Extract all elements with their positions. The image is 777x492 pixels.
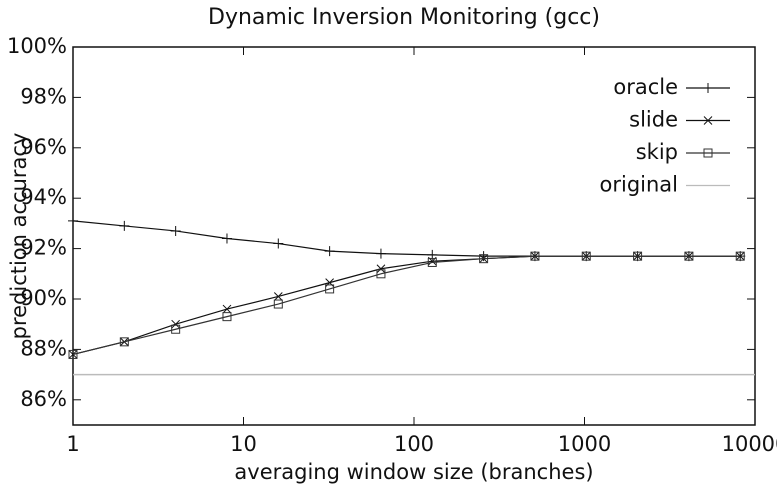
marker — [376, 269, 386, 279]
y-tick-label: 94% — [20, 185, 67, 209]
chart-title: Dynamic Inversion Monitoring (gcc) — [208, 5, 600, 30]
y-tick-label: 92% — [20, 236, 67, 260]
marker — [221, 233, 232, 244]
marker — [325, 284, 335, 294]
marker — [68, 349, 78, 359]
legend-label: slide — [629, 108, 678, 132]
marker — [119, 337, 129, 347]
x-tick-label: 10 — [230, 432, 257, 456]
marker — [171, 319, 181, 329]
series-line — [72, 255, 741, 356]
y-tick-label: 100% — [7, 34, 67, 58]
marker — [68, 215, 78, 226]
marker — [427, 257, 437, 267]
x-tick-label: 1 — [66, 432, 79, 456]
marker — [478, 251, 489, 262]
y-tick-label: 90% — [20, 286, 67, 310]
marker — [581, 251, 591, 261]
x-axis-label: averaging window size (branches) — [234, 460, 593, 484]
x-tick-label: 10000 — [722, 432, 777, 456]
marker — [222, 304, 232, 314]
marker — [735, 251, 745, 261]
y-tick-label: 88% — [20, 336, 67, 360]
marker — [703, 83, 713, 93]
marker — [376, 264, 386, 274]
legend-label: oracle — [613, 75, 678, 99]
marker — [273, 238, 284, 249]
series-line — [72, 220, 741, 257]
legend-label: original — [600, 173, 679, 197]
marker — [479, 254, 489, 264]
marker — [119, 220, 130, 231]
y-tick-label: 96% — [20, 135, 67, 159]
marker — [375, 248, 386, 259]
marker — [530, 251, 540, 261]
marker — [222, 312, 232, 322]
y-tick-label: 98% — [20, 84, 67, 108]
x-tick-label: 1000 — [558, 432, 611, 456]
marker — [324, 246, 335, 257]
marker — [703, 148, 713, 158]
marker — [171, 324, 181, 334]
marker — [170, 225, 181, 236]
x-tick-label: 100 — [394, 432, 434, 456]
y-axis-label: prediction accuracy — [7, 133, 31, 340]
marker — [273, 299, 283, 309]
marker — [684, 251, 694, 261]
marker — [273, 292, 283, 301]
marker — [703, 116, 713, 125]
legend-label: skip — [636, 140, 678, 164]
series-line — [72, 255, 741, 356]
y-tick-label: 86% — [20, 387, 67, 411]
plot-frame — [72, 46, 756, 426]
marker — [633, 251, 643, 261]
